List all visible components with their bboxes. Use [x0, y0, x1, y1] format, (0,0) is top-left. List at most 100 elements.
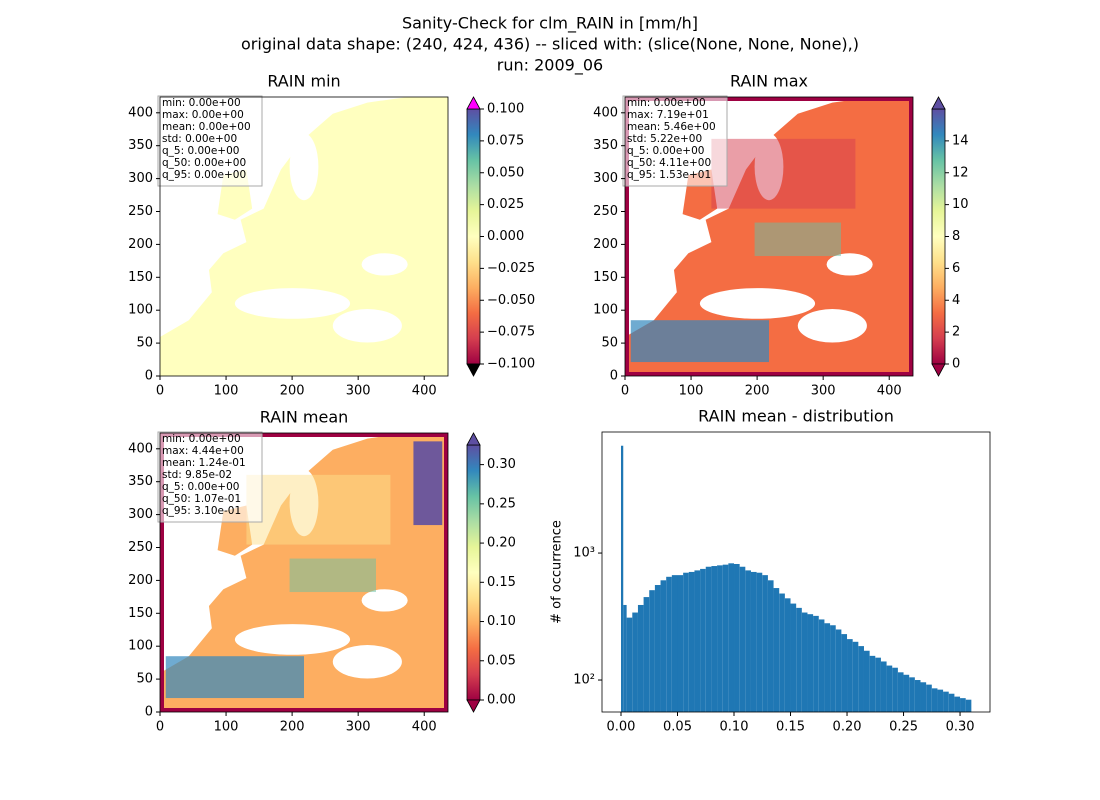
colorbar-extend [466, 363, 481, 377]
x-tick-label: 0.05 [663, 720, 692, 735]
bar [671, 575, 678, 712]
bar [649, 590, 655, 712]
bar [620, 445, 624, 712]
bar [705, 566, 712, 712]
stats-text: q_50: 0.00e+00 [162, 157, 246, 169]
bar [784, 598, 791, 712]
suptitle: Sanity-Check for clm_RAIN in [mm/h] [402, 14, 698, 34]
axes-frame [624, 96, 914, 377]
colorbar-tick-label: 2 [952, 325, 960, 340]
bar [813, 615, 819, 712]
y-tick-label: 300 [128, 507, 153, 522]
colorbar-extend [931, 363, 946, 377]
bar [717, 565, 723, 712]
colorbar-tick-label: −0.050 [487, 293, 535, 308]
map [625, 97, 913, 376]
bar [869, 655, 876, 712]
bar [745, 570, 751, 712]
y-tick-label: 0 [145, 705, 153, 720]
stats-text: q_50: 4.11e+00 [627, 157, 711, 169]
x-tick-label: 100 [214, 384, 239, 399]
bar [623, 604, 627, 712]
bar [700, 568, 706, 712]
bar [801, 612, 808, 712]
stats-text: q_5: 0.00e+00 [162, 481, 239, 493]
y-tick-label: 300 [593, 171, 618, 186]
bar [711, 566, 718, 712]
colorbar-extend [466, 96, 481, 110]
bar [943, 691, 949, 712]
bar [773, 588, 780, 712]
panel-title: RAIN mean - distribution [698, 407, 894, 426]
y-tick-label: 50 [136, 672, 153, 687]
bar [835, 629, 842, 712]
y-tick-label: 150 [593, 270, 618, 285]
x-tick-label: 300 [811, 384, 836, 399]
y-tick-label: 0 [145, 369, 153, 384]
y-tick-label: 200 [128, 237, 153, 252]
sea [361, 253, 408, 276]
stats-text: max: 7.19e+01 [627, 109, 709, 121]
bar [852, 641, 859, 712]
bar [875, 657, 881, 712]
panel-title: RAIN min [267, 72, 340, 91]
x-tick-label: 200 [280, 720, 305, 735]
colorbar-tick-label: 12 [952, 165, 969, 180]
sea [234, 624, 351, 655]
bar [847, 639, 853, 712]
region [754, 222, 841, 257]
bar [858, 646, 864, 712]
bar [666, 576, 672, 712]
bar [920, 682, 927, 712]
stats-text: std: 9.85e-02 [162, 469, 232, 481]
bar [841, 634, 848, 712]
y-tick-label: 10³ [573, 546, 595, 561]
bar [931, 688, 938, 712]
stats-text: min: 0.00e+00 [627, 97, 706, 109]
y-tick-label: 150 [128, 606, 153, 621]
x-tick-label: 400 [412, 384, 437, 399]
colorbar-tick-label: 6 [952, 261, 960, 276]
bar [688, 571, 695, 712]
sea [699, 288, 816, 319]
y-tick-label: 250 [593, 204, 618, 219]
bar [734, 563, 740, 712]
colorbar-tick-label: 0.15 [487, 575, 516, 590]
colorbar-extend [466, 432, 481, 446]
sea [332, 645, 402, 679]
colorbar-tick-label: 0.000 [487, 229, 524, 244]
y-tick-label: 100 [128, 639, 153, 654]
map [160, 97, 448, 376]
x-tick-label: 0 [621, 384, 629, 399]
stats-text: q_5: 0.00e+00 [627, 145, 704, 157]
bar [909, 677, 915, 712]
y-tick-label: 150 [128, 270, 153, 285]
region [165, 656, 304, 699]
stats-text: mean: 5.46e+00 [627, 121, 716, 133]
region [289, 558, 376, 593]
axes-frame [601, 431, 991, 713]
region [413, 441, 443, 526]
y-tick-label: 250 [128, 204, 153, 219]
colorbar-extend [466, 699, 481, 713]
bar [767, 580, 774, 712]
bar [643, 597, 650, 712]
panel-title: RAIN mean [260, 408, 349, 427]
sea [797, 309, 867, 343]
colorbar [931, 108, 946, 365]
x-tick-label: 0.25 [889, 720, 918, 735]
stats-text: min: 0.00e+00 [162, 433, 241, 445]
sea [361, 589, 408, 612]
colorbar-tick-label: 0.05 [487, 653, 516, 668]
colorbar-tick-label: 0.30 [487, 457, 516, 472]
sea [289, 133, 319, 201]
bar [954, 696, 961, 712]
bar [830, 625, 836, 712]
colorbar-tick-label: 14 [952, 133, 969, 148]
sea [826, 253, 873, 276]
bar [965, 699, 972, 712]
axes-frame [159, 432, 449, 713]
